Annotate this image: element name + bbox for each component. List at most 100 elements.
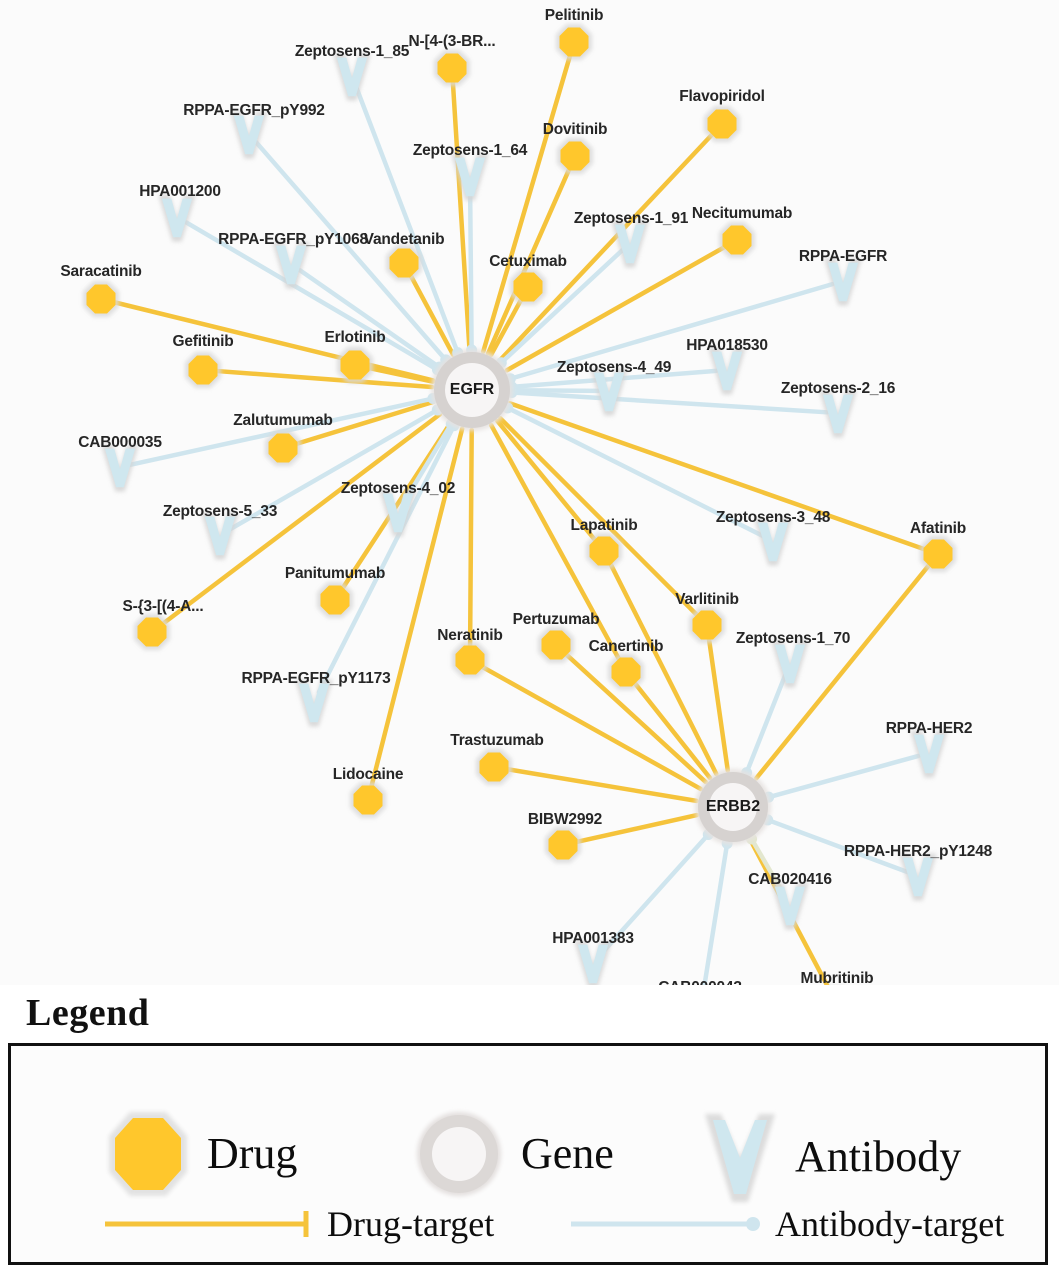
antibody-node[interactable] bbox=[272, 241, 310, 289]
antibody-target-edge[interactable] bbox=[598, 832, 711, 958]
antibody-node[interactable] bbox=[201, 512, 239, 560]
drug-target-edge[interactable] bbox=[502, 766, 699, 804]
antibody-target-edge[interactable] bbox=[505, 405, 766, 539]
drug-target-edge[interactable] bbox=[406, 270, 456, 357]
antibody-node[interactable] bbox=[158, 194, 196, 242]
antibody-node[interactable] bbox=[611, 220, 649, 268]
antibody-target-edge[interactable] bbox=[227, 407, 440, 532]
drug-target-edge[interactable] bbox=[450, 76, 472, 353]
drug-target-edge[interactable] bbox=[368, 426, 465, 792]
antibody-target-edge[interactable] bbox=[508, 281, 835, 381]
drug-target-edge[interactable] bbox=[109, 299, 436, 383]
antibody-node[interactable] bbox=[333, 53, 371, 101]
antibody-node[interactable] bbox=[771, 882, 809, 930]
drug-target-edge[interactable] bbox=[488, 294, 525, 358]
drug-node[interactable] bbox=[83, 281, 119, 317]
antibody-target-edge[interactable] bbox=[253, 140, 448, 363]
antibody-target-edge[interactable] bbox=[701, 841, 730, 990]
antibody-node-shape bbox=[204, 516, 236, 556]
drug-target-edge[interactable] bbox=[158, 411, 443, 628]
antibody-target-edge[interactable] bbox=[297, 268, 442, 370]
drug-node[interactable] bbox=[476, 749, 512, 785]
antibody-node[interactable] bbox=[230, 111, 268, 159]
antibody-target-edge[interactable] bbox=[766, 753, 921, 800]
antibody-target-edge[interactable] bbox=[401, 421, 454, 505]
antibody-target-edge[interactable] bbox=[316, 423, 457, 695]
legend-item-antibody: Antibody bbox=[699, 1106, 961, 1208]
drug-node[interactable] bbox=[337, 347, 373, 383]
antibody-target-edge[interactable] bbox=[765, 817, 910, 875]
antibody-node[interactable] bbox=[451, 153, 489, 201]
drug-node[interactable] bbox=[704, 106, 740, 142]
antibody-node-shape bbox=[757, 522, 789, 562]
drug-node[interactable] bbox=[134, 614, 170, 650]
antibody-node[interactable] bbox=[295, 679, 333, 727]
drug-target-edge[interactable] bbox=[485, 163, 573, 356]
drug-target-edge[interactable] bbox=[291, 399, 437, 448]
drug-target-edge[interactable] bbox=[630, 678, 713, 781]
drug-node[interactable] bbox=[434, 50, 470, 86]
antibody-node[interactable] bbox=[754, 518, 792, 566]
antibody-target-edge[interactable] bbox=[744, 670, 789, 775]
drug-node[interactable] bbox=[350, 782, 386, 818]
drug-target-edge[interactable] bbox=[211, 368, 435, 390]
drug-target-edge[interactable] bbox=[495, 418, 600, 545]
antibody-node[interactable] bbox=[379, 489, 417, 537]
gene-node[interactable] bbox=[695, 769, 771, 845]
drug-target-edge[interactable] bbox=[481, 50, 574, 354]
drug-target-edge[interactable] bbox=[497, 129, 717, 364]
drug-node[interactable] bbox=[317, 582, 353, 618]
antibody-node[interactable] bbox=[824, 258, 862, 306]
drug-target-edge[interactable] bbox=[754, 560, 934, 781]
drug-node[interactable] bbox=[608, 654, 644, 690]
drug-node[interactable] bbox=[185, 352, 221, 388]
drug-node[interactable] bbox=[510, 269, 546, 305]
drug-target-edge[interactable] bbox=[606, 558, 719, 777]
antibody-target-edge[interactable] bbox=[509, 390, 830, 415]
antibody-target-edge[interactable] bbox=[499, 248, 625, 366]
drug-target-edge[interactable] bbox=[507, 401, 930, 553]
antibody-node[interactable] bbox=[899, 853, 937, 901]
drug-target-edge[interactable] bbox=[363, 365, 436, 384]
drug-node-shape bbox=[541, 630, 571, 660]
drug-target-edge[interactable] bbox=[504, 243, 730, 373]
drug-node[interactable] bbox=[386, 245, 422, 281]
gene-node[interactable] bbox=[431, 349, 513, 431]
drug-node[interactable] bbox=[265, 430, 301, 466]
antibody-node[interactable] bbox=[708, 347, 746, 395]
antibody-target-edge[interactable] bbox=[353, 84, 460, 355]
drug-target-edge[interactable] bbox=[498, 416, 702, 620]
antibody-target-edge[interactable] bbox=[509, 388, 601, 394]
legend-lines-row: Drug-target Antibody-target bbox=[11, 1204, 1045, 1264]
antibody-node[interactable] bbox=[910, 730, 948, 778]
drug-node[interactable] bbox=[719, 222, 755, 258]
drug-target-edge[interactable] bbox=[467, 427, 474, 652]
antibody-node[interactable] bbox=[590, 368, 628, 416]
drug-node[interactable] bbox=[452, 642, 488, 678]
drug-node-shape bbox=[479, 752, 509, 782]
antibody-target-edge[interactable] bbox=[467, 184, 474, 353]
drug-target-edge[interactable] bbox=[561, 650, 708, 785]
network-canvas[interactable]: Pelitinib N-[4-(3-BR... Flavopiridol Doviti… bbox=[0, 0, 1059, 996]
drug-node[interactable] bbox=[689, 607, 725, 643]
drug-target-edge[interactable] bbox=[571, 812, 700, 845]
antibody-node[interactable] bbox=[771, 640, 809, 688]
drug-node[interactable] bbox=[920, 536, 956, 572]
drug-node[interactable] bbox=[556, 24, 592, 60]
drug-target-edge[interactable] bbox=[706, 633, 731, 773]
drug-node[interactable] bbox=[586, 533, 622, 569]
legend-box: Drug Gene Antibody bbox=[8, 1043, 1048, 1265]
drug-node[interactable] bbox=[557, 138, 593, 174]
drug-node[interactable] bbox=[538, 627, 574, 663]
antibody-target-edge[interactable] bbox=[184, 220, 440, 373]
network-graph[interactable] bbox=[0, 0, 1059, 990]
drug-node[interactable] bbox=[545, 827, 581, 863]
antibody-node-shape bbox=[454, 157, 486, 197]
antibody-node[interactable] bbox=[574, 940, 612, 988]
antibody-node[interactable] bbox=[101, 444, 139, 492]
antibody-node[interactable] bbox=[819, 390, 857, 438]
drug-target-edge[interactable] bbox=[477, 663, 703, 792]
gene-node-core bbox=[445, 363, 499, 417]
drug-target-edge[interactable] bbox=[488, 422, 623, 665]
